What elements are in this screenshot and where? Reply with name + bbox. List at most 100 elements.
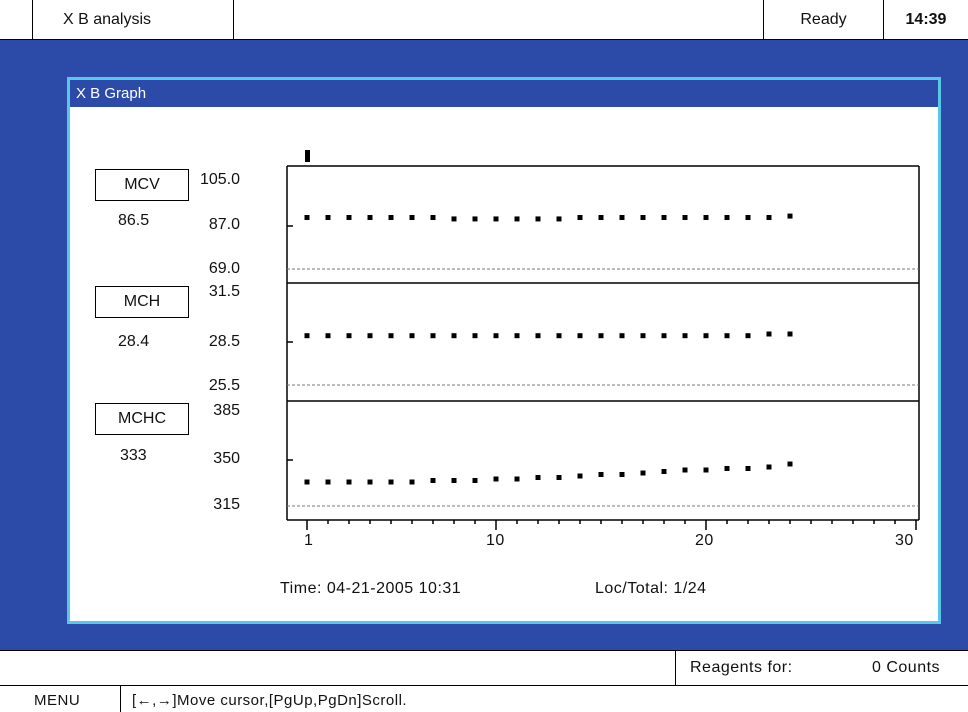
hint-text: [←,→]Move cursor,[PgUp,PgDn]Scroll. bbox=[132, 692, 408, 709]
mch-tick-mid: 28.5 bbox=[208, 333, 240, 350]
x-tick-label: 30 bbox=[895, 532, 914, 549]
mchc-point bbox=[535, 475, 541, 480]
mchc-value: 333 bbox=[120, 447, 147, 464]
mchc-tick-top: 385 bbox=[213, 402, 240, 419]
mchc-label[interactable]: MCHC bbox=[95, 403, 189, 435]
mcv-point bbox=[556, 216, 562, 222]
mch-point bbox=[388, 333, 394, 339]
mcv-point bbox=[598, 215, 604, 220]
mcv-point bbox=[514, 216, 520, 222]
mch-tick-top: 31.5 bbox=[208, 283, 240, 300]
reagents-label: Reagents for: bbox=[690, 659, 793, 676]
mcv-tick-top: 105.0 bbox=[199, 171, 240, 188]
mch-point bbox=[367, 333, 373, 339]
counts-label: 0 Counts bbox=[872, 659, 941, 676]
mch-point bbox=[346, 333, 352, 339]
mcv-point bbox=[661, 215, 667, 220]
mcv-point bbox=[493, 216, 499, 222]
mchc-point bbox=[703, 467, 709, 473]
mcv-point bbox=[451, 216, 457, 222]
mchc-tick-mid: 350 bbox=[213, 450, 240, 467]
mchc-point bbox=[661, 469, 667, 474]
mcv-point bbox=[619, 215, 625, 220]
mch-label[interactable]: MCH bbox=[95, 286, 189, 318]
mcv-point bbox=[640, 215, 646, 220]
mcv-point bbox=[409, 215, 415, 220]
mcv-point bbox=[304, 215, 310, 220]
mchc-point bbox=[409, 479, 415, 485]
mch-point bbox=[472, 333, 478, 339]
mch-point bbox=[514, 333, 520, 339]
app-title: X B analysis bbox=[32, 0, 234, 40]
mchc-point bbox=[556, 475, 562, 480]
mchc-point bbox=[304, 479, 310, 485]
mch-point bbox=[535, 333, 541, 339]
mch-point bbox=[766, 331, 772, 337]
x-tick-label: 20 bbox=[695, 532, 714, 549]
title-bar: X B analysis Ready 14:39 bbox=[0, 0, 968, 40]
mcv-point bbox=[703, 215, 709, 220]
mchc-point bbox=[514, 476, 520, 482]
mchc-point bbox=[787, 461, 793, 467]
title-spacer bbox=[234, 0, 764, 40]
x-tick-label: 1 bbox=[304, 532, 314, 549]
mch-value: 28.4 bbox=[118, 333, 150, 350]
mcv-point bbox=[787, 213, 793, 219]
status-text: Ready bbox=[764, 0, 884, 40]
mch-point bbox=[451, 333, 457, 339]
mchc-point bbox=[472, 478, 478, 483]
hint-divider bbox=[120, 686, 121, 712]
mchc-point bbox=[598, 472, 604, 477]
mch-point bbox=[745, 333, 751, 339]
mchc-point bbox=[493, 476, 499, 482]
mcv-point bbox=[535, 216, 541, 222]
status-divider bbox=[675, 651, 676, 687]
mcv-label[interactable]: MCV bbox=[95, 169, 189, 201]
mchc-point bbox=[619, 472, 625, 477]
mchc-point bbox=[682, 467, 688, 473]
mchc-point bbox=[367, 479, 373, 485]
mchc-point bbox=[745, 466, 751, 471]
mcv-tick-low: 69.0 bbox=[208, 260, 240, 277]
x-tick-label: 10 bbox=[486, 532, 505, 549]
mcv-point bbox=[577, 215, 583, 220]
mcv-tick-mid: 87.0 bbox=[208, 216, 240, 233]
mchc-point bbox=[724, 466, 730, 471]
window-title: X B Graph bbox=[70, 80, 938, 107]
status-bar: Reagents for: 0 Counts bbox=[0, 650, 968, 687]
mchc-point bbox=[451, 478, 457, 483]
xb-chart[interactable] bbox=[70, 80, 944, 627]
mcv-point bbox=[472, 216, 478, 222]
mcv-point bbox=[724, 215, 730, 220]
mcv-point bbox=[766, 215, 772, 220]
mchc-tick-low: 315 bbox=[213, 496, 240, 513]
mchc-point bbox=[346, 479, 352, 485]
mch-tick-low: 25.5 bbox=[208, 377, 240, 394]
mch-point bbox=[787, 331, 793, 337]
mch-point bbox=[409, 333, 415, 339]
mch-point bbox=[556, 333, 562, 339]
mcv-point bbox=[745, 215, 751, 220]
mcv-point bbox=[430, 215, 436, 220]
loc-info: Loc/Total: 1/24 bbox=[595, 580, 707, 597]
mchc-point bbox=[430, 478, 436, 483]
mcv-point bbox=[682, 215, 688, 220]
menu-button[interactable]: MENU bbox=[34, 692, 81, 709]
mchc-point bbox=[325, 479, 331, 485]
mchc-point bbox=[577, 473, 583, 479]
mch-point bbox=[598, 333, 604, 339]
mch-point bbox=[640, 333, 646, 339]
mchc-point bbox=[640, 470, 646, 476]
cursor-marker bbox=[305, 150, 310, 162]
mcv-value: 86.5 bbox=[118, 212, 150, 229]
mcv-point bbox=[388, 215, 394, 220]
mch-point bbox=[724, 333, 730, 339]
mchc-point bbox=[766, 464, 772, 470]
mch-point bbox=[430, 333, 436, 339]
clock: 14:39 bbox=[905, 11, 947, 28]
time-info: Time: 04-21-2005 10:31 bbox=[280, 580, 462, 597]
mch-point bbox=[325, 333, 331, 339]
mcv-point bbox=[346, 215, 352, 220]
mcv-point bbox=[325, 215, 331, 220]
hint-bar: MENU [←,→]Move cursor,[PgUp,PgDn]Scroll. bbox=[0, 686, 968, 712]
